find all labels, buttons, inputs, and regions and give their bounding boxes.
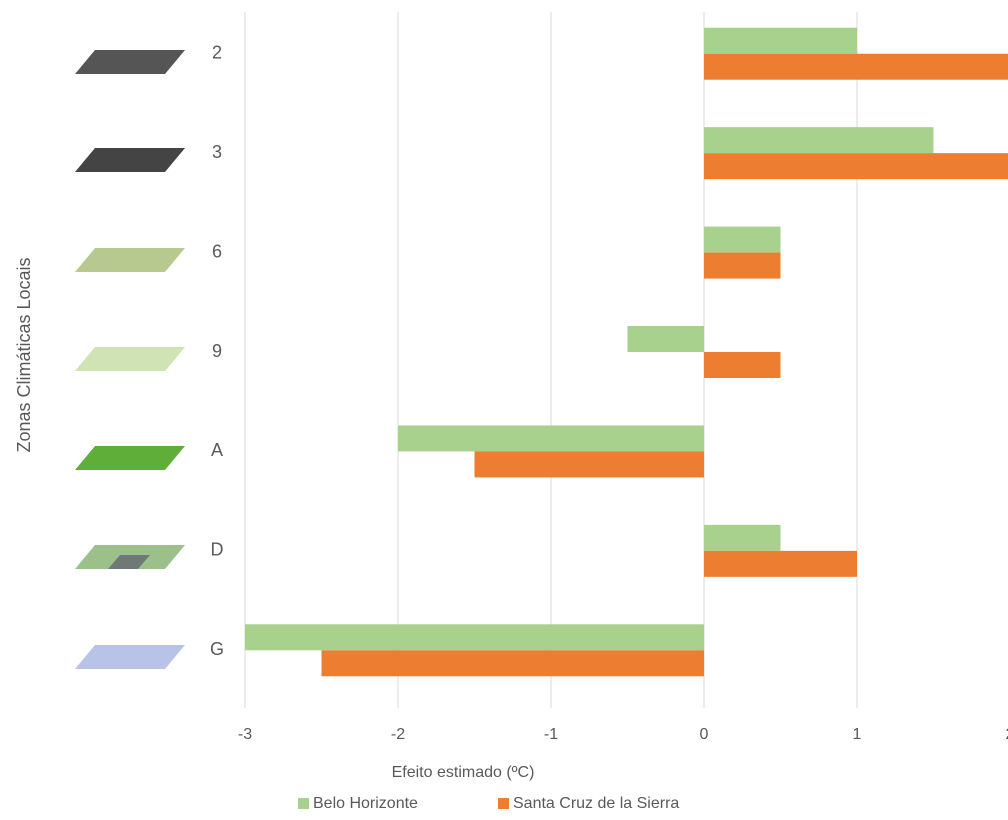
- bar: [704, 550, 857, 577]
- bar: [321, 650, 704, 677]
- zone-icon: [75, 248, 185, 272]
- legend-label: Santa Cruz de la Sierra: [513, 795, 679, 812]
- bar: [704, 524, 781, 551]
- y-tick-label: 6: [212, 241, 222, 261]
- x-tick-label: -3: [238, 726, 252, 743]
- y-tick-label: 2: [212, 42, 222, 62]
- y-tick-label: 9: [212, 341, 222, 361]
- legend-swatch: [498, 798, 509, 809]
- x-tick-label: -2: [391, 726, 405, 743]
- legend-swatch: [298, 798, 309, 809]
- y-tick-label: A: [211, 440, 223, 460]
- zone-icon: [75, 645, 185, 669]
- bar: [245, 624, 704, 651]
- zone-icon: [75, 50, 185, 74]
- y-tick-label: D: [211, 540, 224, 560]
- x-tick-label: 1: [853, 726, 862, 743]
- bar: [398, 425, 704, 452]
- zone-icon: [75, 446, 185, 470]
- bar: [704, 352, 781, 378]
- bar: [704, 252, 781, 279]
- zone-icon: [75, 347, 185, 371]
- bar: [627, 326, 704, 352]
- zone-icon: [108, 555, 150, 569]
- zone-icon: [75, 148, 185, 172]
- x-tick-label: -1: [544, 726, 558, 743]
- y-tick-label: G: [210, 639, 224, 659]
- x-tick-label: 2: [1006, 726, 1008, 743]
- bar: [474, 451, 704, 478]
- bar: [704, 53, 1008, 80]
- y-tick-label: 3: [212, 142, 222, 162]
- y-axis-title: Zonas Climáticas Locais: [14, 257, 34, 452]
- bar: [704, 226, 781, 253]
- zone-icons: [75, 50, 185, 669]
- bar: [704, 127, 934, 154]
- x-axis-title: Efeito estimado (ºC): [392, 764, 535, 781]
- bar: [704, 153, 1008, 180]
- bar: [704, 27, 857, 54]
- x-tick-label: 0: [700, 726, 709, 743]
- legend-label: Belo Horizonte: [313, 795, 418, 812]
